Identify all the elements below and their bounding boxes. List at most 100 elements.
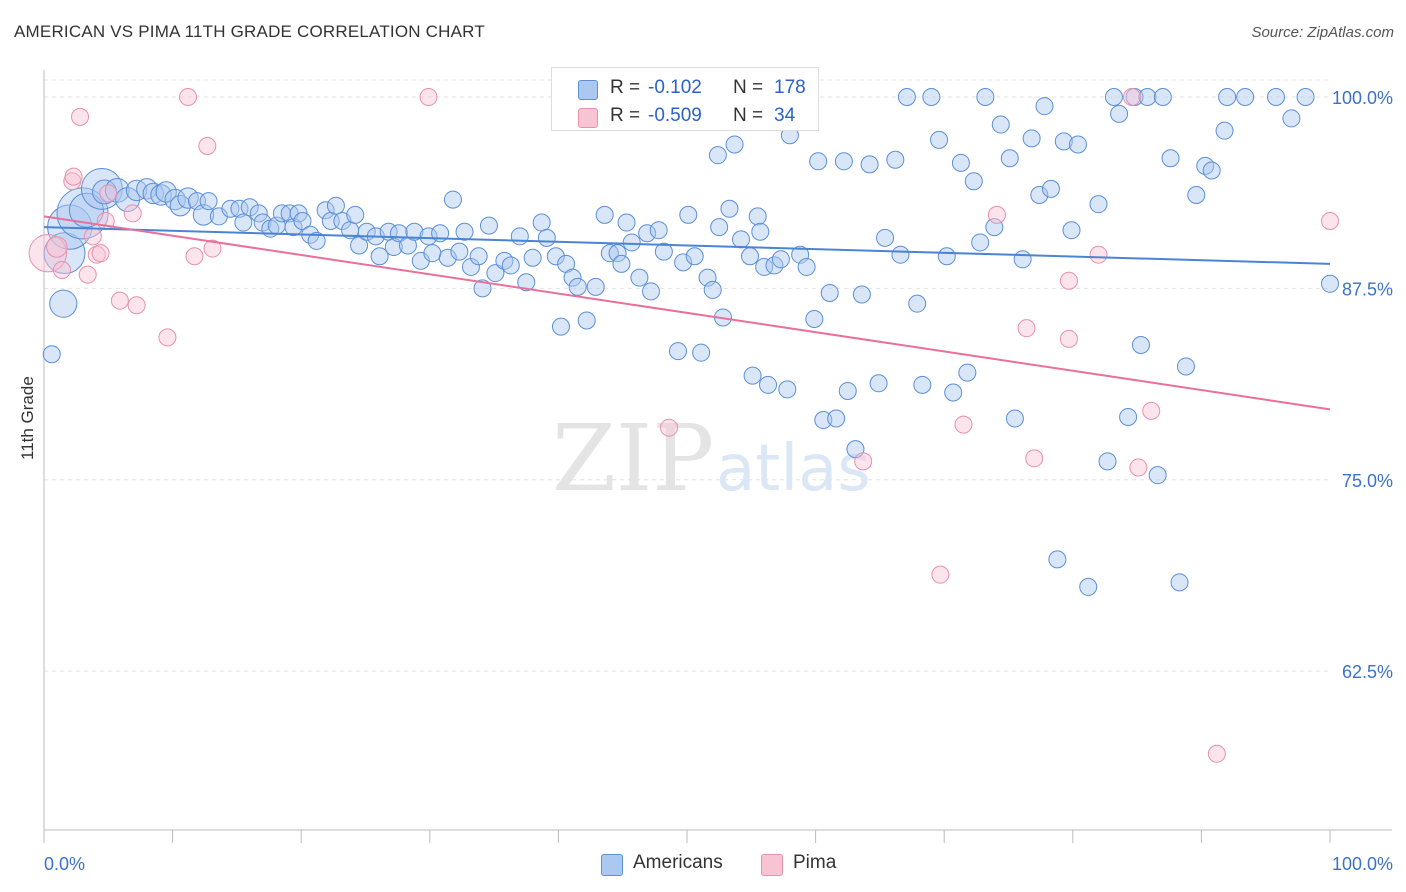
american-point	[814, 411, 833, 430]
american-point	[976, 88, 995, 106]
american-point	[891, 245, 910, 264]
american-point	[1296, 88, 1315, 106]
american-point	[68, 192, 104, 228]
series-legend: Americans Pima	[0, 852, 1406, 878]
watermark-zip: ZIP	[552, 405, 714, 512]
legend-n-value: 178	[774, 77, 806, 98]
american-point	[249, 204, 268, 223]
american-point	[958, 363, 977, 382]
american-point	[595, 205, 614, 224]
american-point	[668, 342, 687, 361]
american-point	[951, 153, 970, 172]
american-point	[710, 218, 729, 237]
american-point	[1022, 129, 1041, 148]
american-point	[1098, 452, 1117, 471]
american-point	[293, 212, 312, 231]
american-point	[725, 135, 744, 154]
american-point	[177, 187, 199, 209]
american-point	[1196, 156, 1215, 175]
pima-point	[91, 244, 110, 263]
legend-r-value: -0.102	[648, 77, 702, 98]
legend-n-label: N =	[733, 105, 764, 126]
american-point	[56, 187, 109, 240]
american-point	[876, 228, 895, 247]
american-point	[743, 366, 762, 385]
pima-point	[1059, 271, 1078, 290]
american-point	[964, 172, 983, 191]
watermark-atlas: atlas	[716, 432, 871, 506]
american-point	[617, 213, 636, 232]
american-point	[234, 213, 253, 232]
american-point	[1089, 195, 1108, 214]
american-point	[316, 201, 335, 220]
american-point	[1138, 88, 1157, 106]
american-point	[630, 268, 649, 287]
american-point	[1005, 409, 1024, 428]
american-point	[568, 277, 587, 296]
pima-point	[71, 107, 90, 126]
american-point	[771, 250, 790, 269]
american-point	[886, 150, 905, 169]
american-point	[1048, 550, 1067, 569]
american-point	[1148, 466, 1167, 485]
pima-point	[419, 88, 438, 106]
american-point	[1000, 149, 1019, 168]
american-point	[649, 221, 668, 240]
american-point	[720, 199, 739, 218]
american-point	[922, 88, 941, 106]
american-point	[692, 343, 711, 362]
american-point	[685, 247, 704, 266]
legend-row-americans: R = -0.102 N = 178	[552, 72, 818, 102]
legend-n-label: N =	[733, 77, 764, 98]
american-point	[797, 257, 816, 276]
american-point	[622, 233, 641, 252]
pima-point	[78, 265, 97, 284]
american-point	[1035, 97, 1054, 116]
pima-point	[931, 565, 950, 584]
pima-point	[53, 261, 72, 280]
american-point	[600, 244, 619, 263]
american-point	[104, 177, 130, 203]
american-point	[930, 130, 949, 149]
pima-point	[954, 415, 973, 434]
y-tick-label: 62.5%	[1342, 662, 1393, 682]
american-point	[501, 256, 520, 275]
pima-trend-line	[43, 215, 1331, 411]
american-point	[838, 381, 857, 400]
american-point	[674, 253, 693, 272]
pima-point	[123, 204, 142, 223]
pima-point	[1129, 458, 1148, 477]
pima-point	[127, 296, 146, 315]
pima-point	[158, 328, 177, 347]
pima-point	[185, 247, 204, 266]
american-point	[944, 383, 963, 402]
american-point	[423, 244, 442, 263]
y-tick-label: 100.0%	[1332, 88, 1393, 108]
american-point	[860, 155, 879, 174]
american-point	[748, 207, 767, 226]
source-label: Source: ZipAtlas.com	[1251, 24, 1394, 41]
american-point	[1282, 109, 1301, 128]
american-point	[759, 375, 778, 394]
american-point	[443, 190, 462, 209]
pima-point	[64, 167, 83, 186]
american-point	[1218, 88, 1237, 106]
x-tick-label-max: 100.0%	[1332, 854, 1393, 874]
y-tick-label: 75.0%	[1342, 471, 1393, 491]
american-point	[517, 273, 536, 292]
pima-point	[110, 291, 129, 310]
pima-point	[1207, 744, 1226, 763]
american-point	[1202, 161, 1221, 180]
american-point	[908, 294, 927, 313]
american-point	[1236, 88, 1255, 106]
legend-swatch-americans	[578, 80, 598, 100]
american-point	[1131, 336, 1150, 355]
american-point	[1041, 179, 1060, 198]
american-point	[1170, 573, 1189, 592]
american-point	[405, 222, 424, 241]
american-point	[450, 242, 469, 261]
pima-point	[1321, 212, 1339, 231]
pima-point	[1142, 401, 1161, 420]
pima-point	[198, 136, 217, 155]
american-point	[419, 227, 438, 246]
